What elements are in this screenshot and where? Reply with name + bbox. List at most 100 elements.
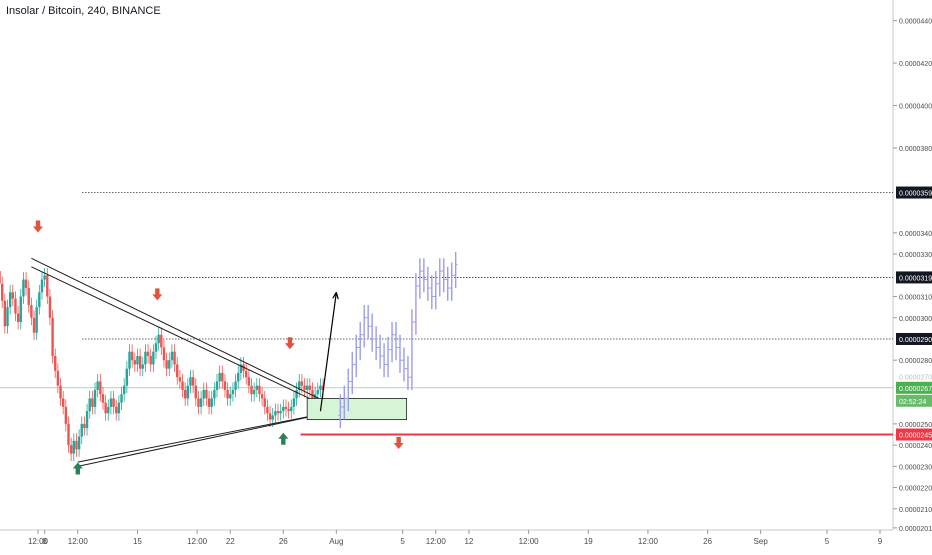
x-tick-label: 26: [703, 537, 712, 546]
candle-body: [144, 351, 147, 365]
projection-arrow-head: [332, 291, 339, 300]
candle-body: [146, 351, 150, 356]
price-level-label-box: [896, 332, 932, 345]
candle-body: [99, 381, 102, 395]
x-tick-label: 12:00: [68, 537, 89, 546]
y-tick-label: 0.0000420: [899, 61, 932, 68]
candle-body: [189, 377, 192, 386]
candle-body: [300, 381, 304, 386]
y-tick-label: 0.0000240: [899, 443, 932, 450]
candle-body: [130, 351, 134, 361]
candle-body: [237, 372, 240, 382]
candle-body: [250, 385, 253, 395]
candle-body: [122, 385, 126, 395]
candle-body: [218, 372, 221, 382]
candle-body: [138, 355, 142, 369]
candle-body: [133, 360, 136, 365]
current-price-label: 0.0000267: [899, 386, 932, 393]
x-tick-label: 19: [584, 537, 593, 546]
candle-body: [19, 296, 22, 322]
x-tick-label: 15: [133, 537, 142, 546]
candle-body: [284, 406, 288, 410]
x-tick-label: 12:00: [638, 537, 659, 546]
y-tick-label: 0.0000330: [899, 252, 932, 259]
candle-body: [35, 307, 38, 333]
candle-body: [234, 381, 237, 390]
candle-body: [24, 279, 28, 289]
y-tick-label: 0.0000201: [899, 526, 932, 533]
y-tick-label-faded: 0.0000270: [899, 374, 932, 381]
candle-body: [303, 385, 306, 390]
x-tick-label: 9: [878, 537, 883, 546]
candle-body: [199, 398, 203, 407]
up-arrow-icon: [72, 462, 83, 475]
candle-body: [75, 440, 78, 450]
candle-body: [40, 279, 44, 293]
candle-body: [88, 398, 91, 412]
candle-body: [215, 381, 219, 390]
candle-body: [176, 364, 179, 378]
candle-body: [274, 411, 277, 416]
candle-body: [168, 360, 171, 369]
support-label: 0.0000245: [899, 432, 932, 439]
candle-body: [271, 415, 274, 420]
x-tick-label: 22: [226, 537, 235, 546]
candle-body: [181, 381, 184, 390]
triangle-lower-inner-line: [77, 410, 337, 467]
x-tick-label: 5: [400, 537, 405, 546]
candle-body: [162, 347, 166, 361]
candle-body: [165, 360, 168, 369]
candle-body: [266, 406, 269, 414]
x-tick-label: 12:00: [426, 537, 447, 546]
y-tick-label: 0.0000440: [899, 19, 932, 26]
x-tick-label: Aug: [329, 537, 343, 546]
candle-body: [186, 385, 190, 399]
candle-body: [0, 283, 4, 301]
down-arrow-icon: [393, 436, 404, 449]
candle-body: [16, 313, 20, 322]
candle-body: [154, 343, 158, 352]
projection-arrow-line: [319, 292, 337, 412]
y-tick-label: 0.0000220: [899, 486, 932, 493]
y-tick-label: 0.0000250: [899, 422, 932, 429]
candle-body: [64, 406, 68, 424]
candle-body: [316, 389, 319, 395]
candle-body: [282, 406, 285, 412]
candle-body: [229, 394, 232, 399]
candle-body: [247, 377, 251, 386]
support-label-box: [896, 428, 932, 441]
candle-body: [117, 402, 121, 414]
candle-body: [128, 351, 131, 369]
candle-body: [109, 398, 113, 407]
candle-body: [136, 355, 139, 365]
candle-body: [149, 355, 152, 365]
candle-body: [80, 423, 83, 437]
current-price-label-box: [896, 381, 932, 394]
candle-body: [59, 385, 62, 399]
candle-body: [120, 394, 123, 403]
candle-body: [279, 411, 282, 414]
y-tick-label: 0.0000210: [899, 507, 932, 514]
countdown-label: 02:52:24: [899, 399, 926, 406]
candle-body: [231, 389, 235, 395]
candle-body: [107, 406, 110, 414]
candle-body: [221, 372, 224, 382]
y-tick-label: 0.0000280: [899, 358, 932, 365]
candle-body: [101, 394, 105, 403]
x-tick-label: Sep: [754, 537, 769, 546]
candle-body: [14, 298, 17, 314]
candle-body: [3, 300, 7, 327]
candle-body: [268, 413, 272, 420]
candle-body: [54, 355, 57, 371]
down-arrow-icon: [152, 288, 163, 301]
x-tick-label: 12:00: [519, 537, 540, 546]
down-arrow-icon: [33, 220, 43, 233]
candle-body: [77, 436, 81, 450]
candle-body: [244, 370, 248, 378]
price-level-label: 0.0000290: [899, 337, 932, 344]
candle-body: [183, 389, 187, 399]
price-level-label-box: [896, 271, 932, 284]
candle-body: [30, 305, 33, 318]
